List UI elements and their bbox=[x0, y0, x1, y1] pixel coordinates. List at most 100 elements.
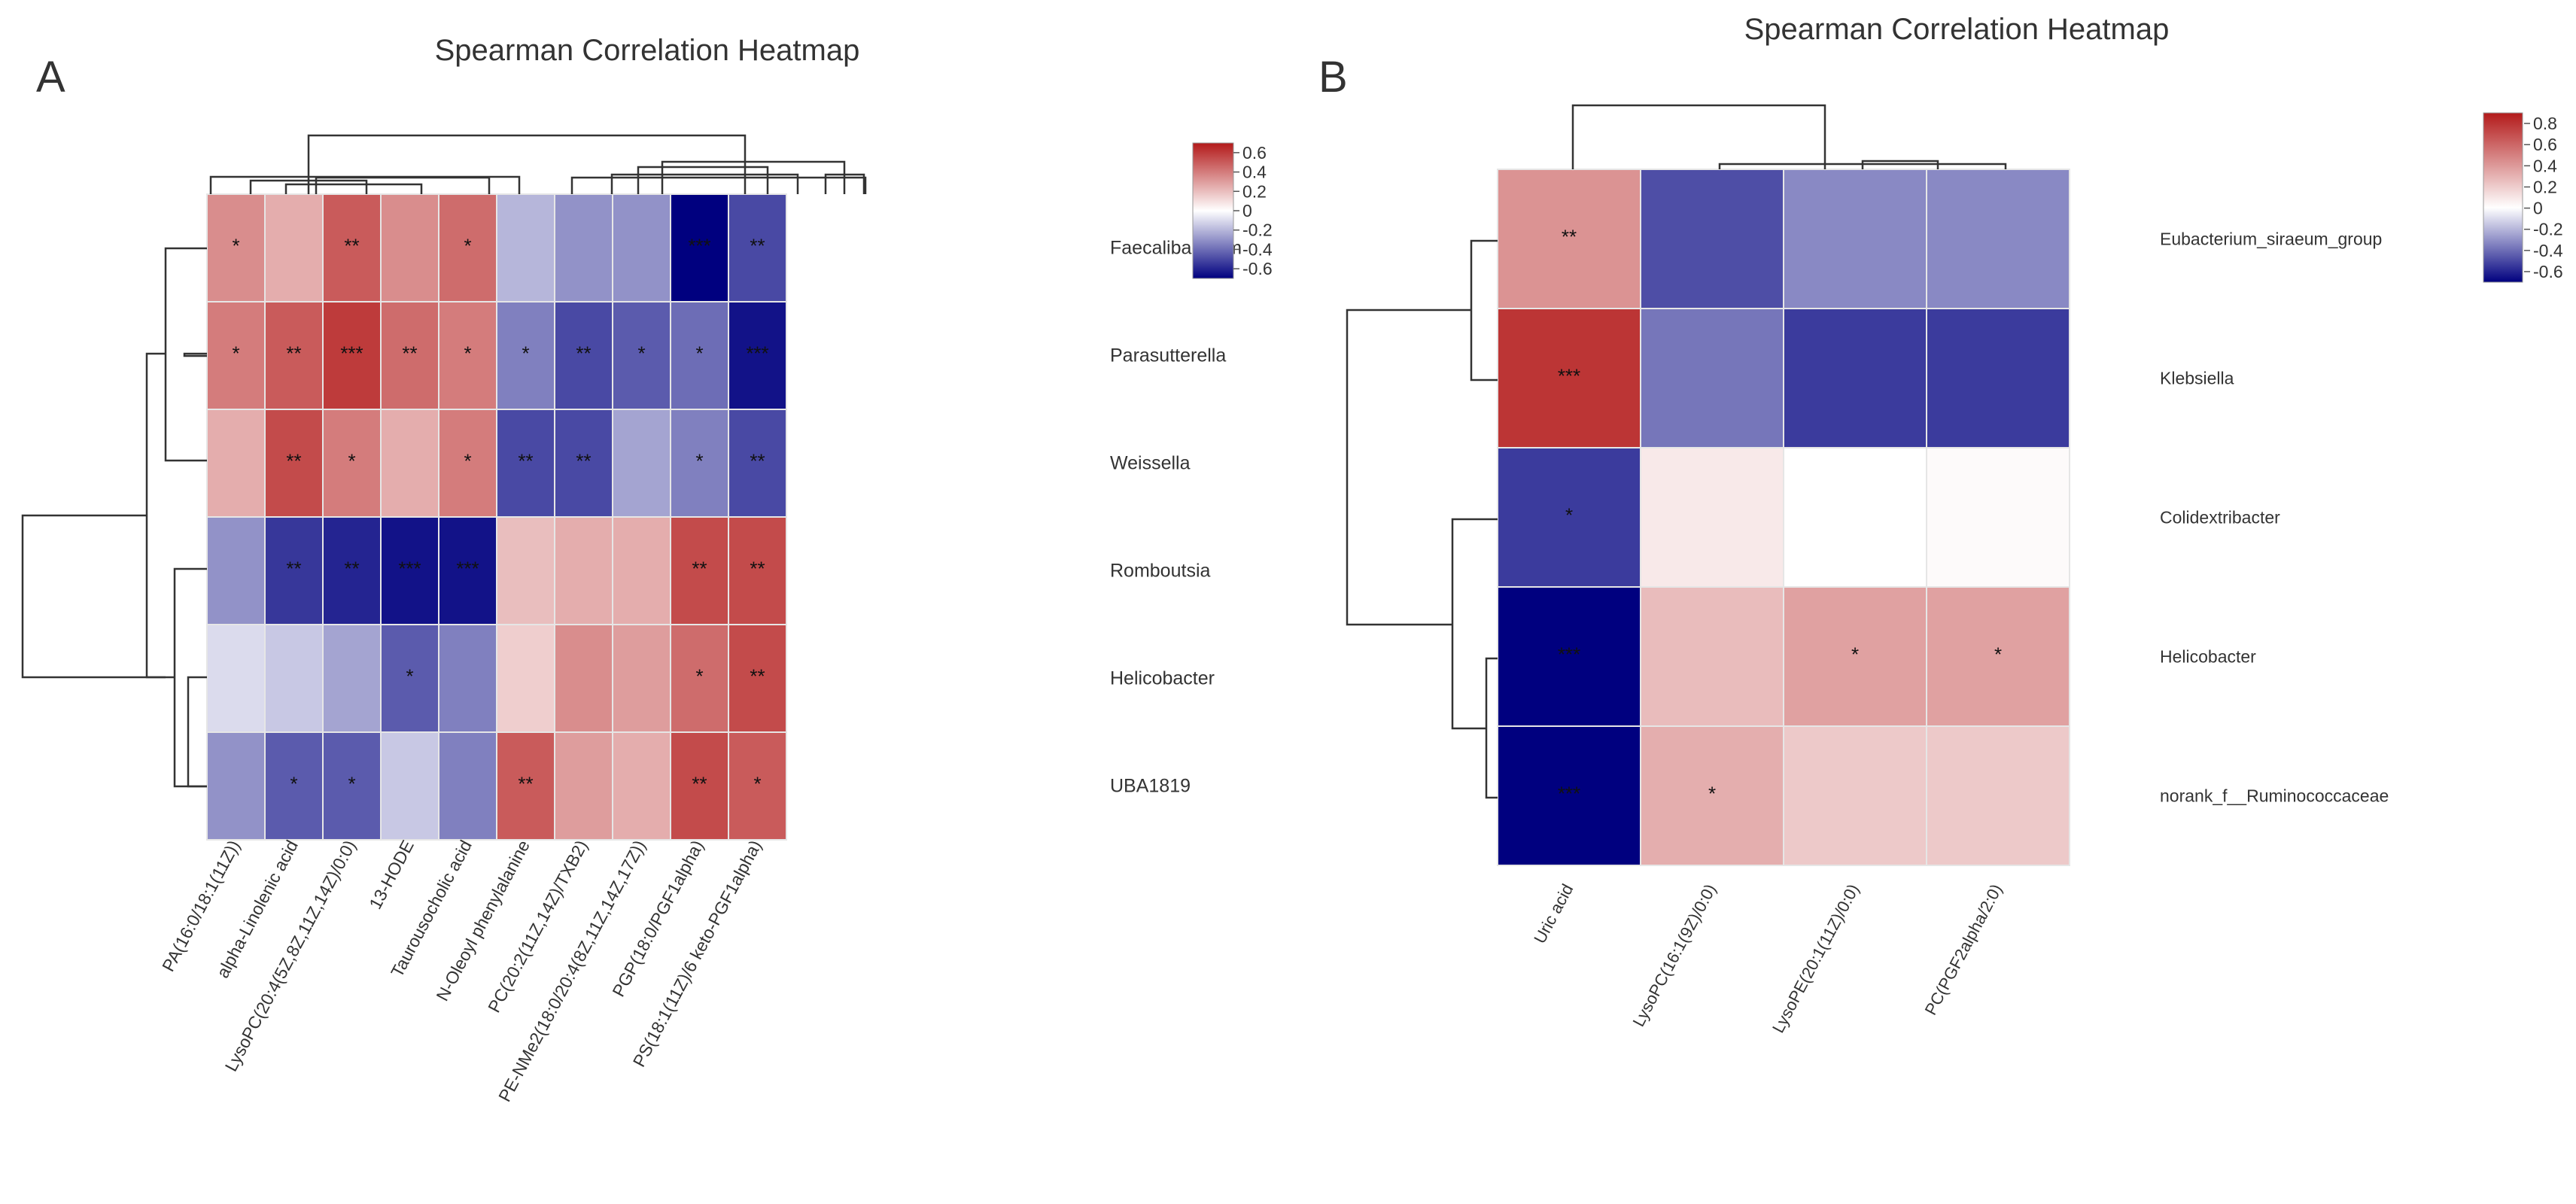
heatmap-cell bbox=[438, 301, 497, 410]
panel-b-colorbar-ticks: 0.8 0.6 0.4 0.2 0 -0.2 -0.4 -0.6 bbox=[2524, 114, 2563, 281]
heatmap-cell bbox=[380, 409, 439, 518]
significance-mark: * bbox=[695, 665, 703, 688]
heatmap-cell bbox=[380, 731, 439, 841]
significance-mark: * bbox=[1708, 783, 1716, 805]
heatmap-cell bbox=[728, 516, 787, 625]
significance-mark: ** bbox=[750, 665, 765, 688]
significance-mark: * bbox=[406, 665, 413, 688]
significance-mark: ** bbox=[518, 773, 533, 795]
panel-b-title: Spearman Correlation Heatmap bbox=[1744, 13, 2170, 46]
panel-a-row-dendrogram bbox=[21, 247, 207, 788]
significance-mark: *** bbox=[340, 342, 363, 365]
heatmap-cell bbox=[496, 409, 555, 518]
panel-b-significance-marks: ********* * **** * bbox=[1558, 226, 2002, 805]
significance-mark: *** bbox=[1558, 783, 1580, 805]
panel-a-title: Spearman Correlation Heatmap bbox=[435, 34, 860, 67]
heatmap-cell bbox=[206, 193, 266, 303]
significance-mark: *** bbox=[1558, 643, 1580, 666]
heatmap-cell bbox=[1783, 725, 1927, 866]
heatmap-cell bbox=[670, 301, 729, 410]
significance-mark: * bbox=[1565, 504, 1573, 527]
colorbar-tick-label: -0.4 bbox=[1242, 239, 1273, 259]
heatmap-cell bbox=[496, 731, 555, 841]
colorbar-tick-label: 0.6 bbox=[1242, 143, 1267, 163]
heatmap-cell bbox=[496, 193, 555, 303]
heatmap-cell bbox=[322, 301, 382, 410]
panel-b-colorbar-gradient bbox=[2483, 112, 2523, 283]
heatmap-cell bbox=[1640, 308, 1784, 448]
significance-mark: ** bbox=[286, 558, 301, 580]
row-label: Helicobacter bbox=[1110, 668, 1215, 689]
heatmap-cell bbox=[1926, 586, 2070, 727]
colorbar-tick-label: 0.4 bbox=[2533, 156, 2557, 175]
significance-mark: ** bbox=[692, 558, 707, 580]
panel-a-significance-marks: * ** * *** *** ** *** ** * * ** * * ***** * * ** ** * **** *… bbox=[232, 235, 768, 795]
heatmap-cell bbox=[438, 624, 497, 733]
significance-mark: * bbox=[348, 773, 355, 795]
heatmap-cell bbox=[496, 516, 555, 625]
significance-mark: *** bbox=[688, 235, 710, 257]
row-label: Weissella bbox=[1110, 453, 1191, 474]
column-label: PC(20:2(11Z,14Z)/TXB2) bbox=[484, 837, 592, 1016]
significance-mark: ** bbox=[750, 450, 765, 473]
panel-b-column-labels: Uric acid LysoPC(16:1(9Z)/0:0) LysoPE(20:1… bbox=[1530, 881, 2006, 1036]
heatmap-cell bbox=[1783, 447, 1927, 588]
heatmap-cell bbox=[264, 624, 324, 733]
heatmap-cell bbox=[554, 731, 613, 841]
significance-mark: * bbox=[348, 450, 355, 473]
row-label: Eubacterium_siraeum_group bbox=[2160, 230, 2382, 249]
significance-mark: * bbox=[290, 773, 297, 795]
heatmap-cell bbox=[380, 193, 439, 303]
significance-mark: * bbox=[753, 773, 761, 795]
significance-mark: *** bbox=[398, 558, 421, 580]
panel-b: B Spearman Correlation Heatmap *********… bbox=[1318, 13, 2563, 1036]
row-label: UBA1819 bbox=[1110, 776, 1191, 797]
heatmap-cell bbox=[554, 301, 613, 410]
row-label: Romboutsia bbox=[1110, 561, 1210, 582]
significance-mark: * bbox=[695, 450, 703, 473]
column-label: PC(PGF2alpha/2:0) bbox=[1921, 881, 2006, 1018]
heatmap-cell bbox=[670, 731, 729, 841]
heatmap-cell bbox=[728, 409, 787, 518]
panel-a-colorbar-gradient bbox=[1192, 142, 1234, 279]
heatmap-cell bbox=[1926, 447, 2070, 588]
heatmap-cell bbox=[264, 409, 324, 518]
significance-mark: ** bbox=[286, 342, 301, 365]
colorbar-tick-label: 0.2 bbox=[1242, 181, 1267, 201]
column-label: LysoPC(16:1(9Z)/0:0) bbox=[1629, 881, 1720, 1030]
significance-mark: * bbox=[1851, 643, 1859, 666]
heatmap-cell bbox=[206, 516, 266, 625]
heatmap-cell bbox=[670, 516, 729, 625]
panel-b-column-dendrogram bbox=[1571, 104, 2007, 169]
colorbar-tick-label: 0.8 bbox=[2533, 114, 2557, 133]
panel-b-row-labels: Eubacterium_siraeum_group Klebsiella Colid… bbox=[2160, 230, 2389, 806]
heatmap-cell bbox=[206, 731, 266, 841]
colorbar-tick-label: -0.2 bbox=[1242, 220, 1273, 240]
heatmap-cell bbox=[264, 193, 324, 303]
significance-mark: *** bbox=[746, 342, 768, 365]
heatmap-cell bbox=[612, 409, 671, 518]
heatmap-cell bbox=[554, 516, 613, 625]
row-label: Parasutterella bbox=[1110, 345, 1226, 366]
heatmap-cell bbox=[1497, 308, 1641, 448]
column-label: LysoPE(20:1(11Z)/0:0) bbox=[1769, 881, 1863, 1036]
heatmap-cell bbox=[670, 409, 729, 518]
colorbar-tick-label: -0.4 bbox=[2533, 241, 2563, 260]
heatmap-cell bbox=[1640, 586, 1784, 727]
colorbar-tick-label: 0 bbox=[1242, 201, 1252, 220]
heatmap-cell bbox=[728, 731, 787, 841]
heatmap-cell bbox=[1640, 725, 1784, 866]
colorbar-tick-label: -0.6 bbox=[2533, 262, 2563, 281]
heatmap-cell bbox=[438, 193, 497, 303]
heatmap-cell bbox=[438, 409, 497, 518]
heatmap-cell bbox=[1640, 447, 1784, 588]
heatmap-cell bbox=[1926, 169, 2070, 309]
significance-mark: ** bbox=[402, 342, 417, 365]
heatmap-cell bbox=[322, 409, 382, 518]
significance-mark: * bbox=[464, 450, 471, 473]
heatmap-cell bbox=[554, 409, 613, 518]
heatmap-cell bbox=[438, 731, 497, 841]
panel-a: A Spearman Correlation Heatmap * ** * *** **… bbox=[21, 34, 1273, 1105]
panel-a-heatmap-cells bbox=[206, 193, 787, 841]
